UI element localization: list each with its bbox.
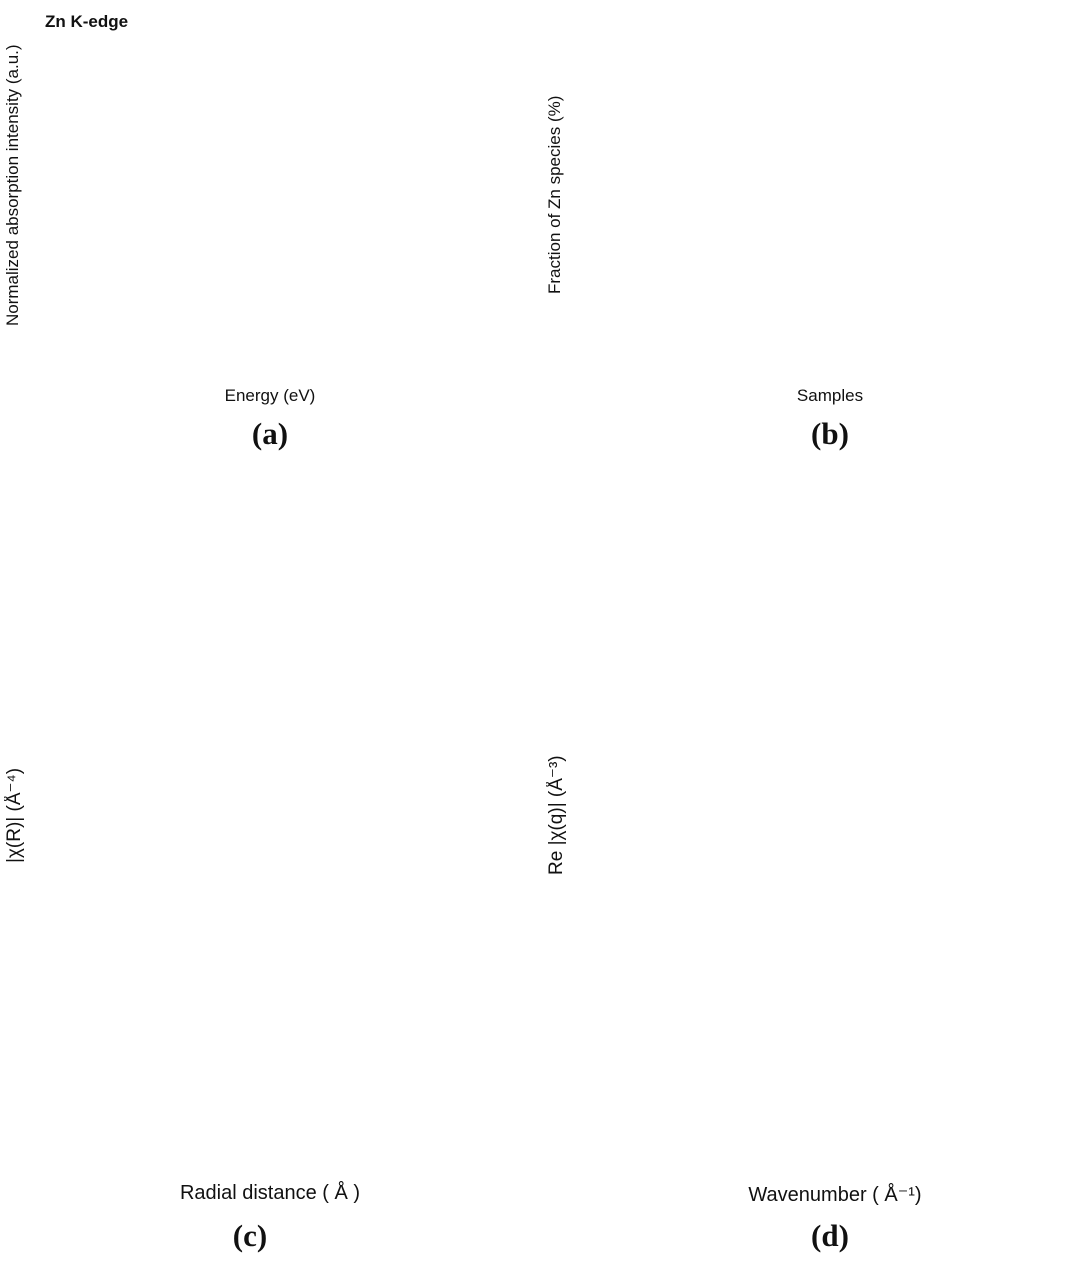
panel-b-x-axis-label: Samples (796, 386, 864, 405)
panel-c-y-axis-label: |χ(R)| (Å⁻⁴) (4, 767, 25, 863)
panel-b-bar-chart: Fraction of Zn species (%) Samples (b) (540, 0, 1080, 470)
panel-d-caption: (d) (811, 1218, 849, 1253)
panel-d-x-axis-label: Wavenumber ( Å⁻¹) (748, 1184, 922, 1206)
panel-b-y-axis-label: Fraction of Zn species (%) (545, 95, 564, 295)
panel-d-exafs-q-space: Re |χ(q)| (Å⁻³) Wavenumber ( Å⁻¹) (d) (540, 470, 1080, 1261)
panel-d-plot (540, 470, 1080, 1261)
panel-c-exafs-r-space: |χ(R)| (Å⁻⁴) Radial distance ( Å ) (c) (0, 470, 540, 1261)
panel-d-y-axis-label: Re |χ(q)| (Å⁻³) (546, 755, 567, 875)
panel-b-caption: (b) (811, 416, 849, 451)
panel-a-xanes: Zn K-edge Normalized absorption intensit… (0, 0, 540, 470)
panel-a-x-axis-label: Energy (eV) (224, 386, 316, 405)
panel-a-y-axis-label: Normalized absorption intensity (a.u.) (3, 44, 22, 326)
panel-a-title: Zn K-edge (45, 12, 129, 31)
panel-c-plot (0, 470, 540, 1261)
panel-c-caption: (c) (232, 1218, 268, 1253)
panel-a-caption: (a) (251, 416, 289, 451)
panel-c-x-axis-label: Radial distance ( Å ) (179, 1182, 361, 1204)
